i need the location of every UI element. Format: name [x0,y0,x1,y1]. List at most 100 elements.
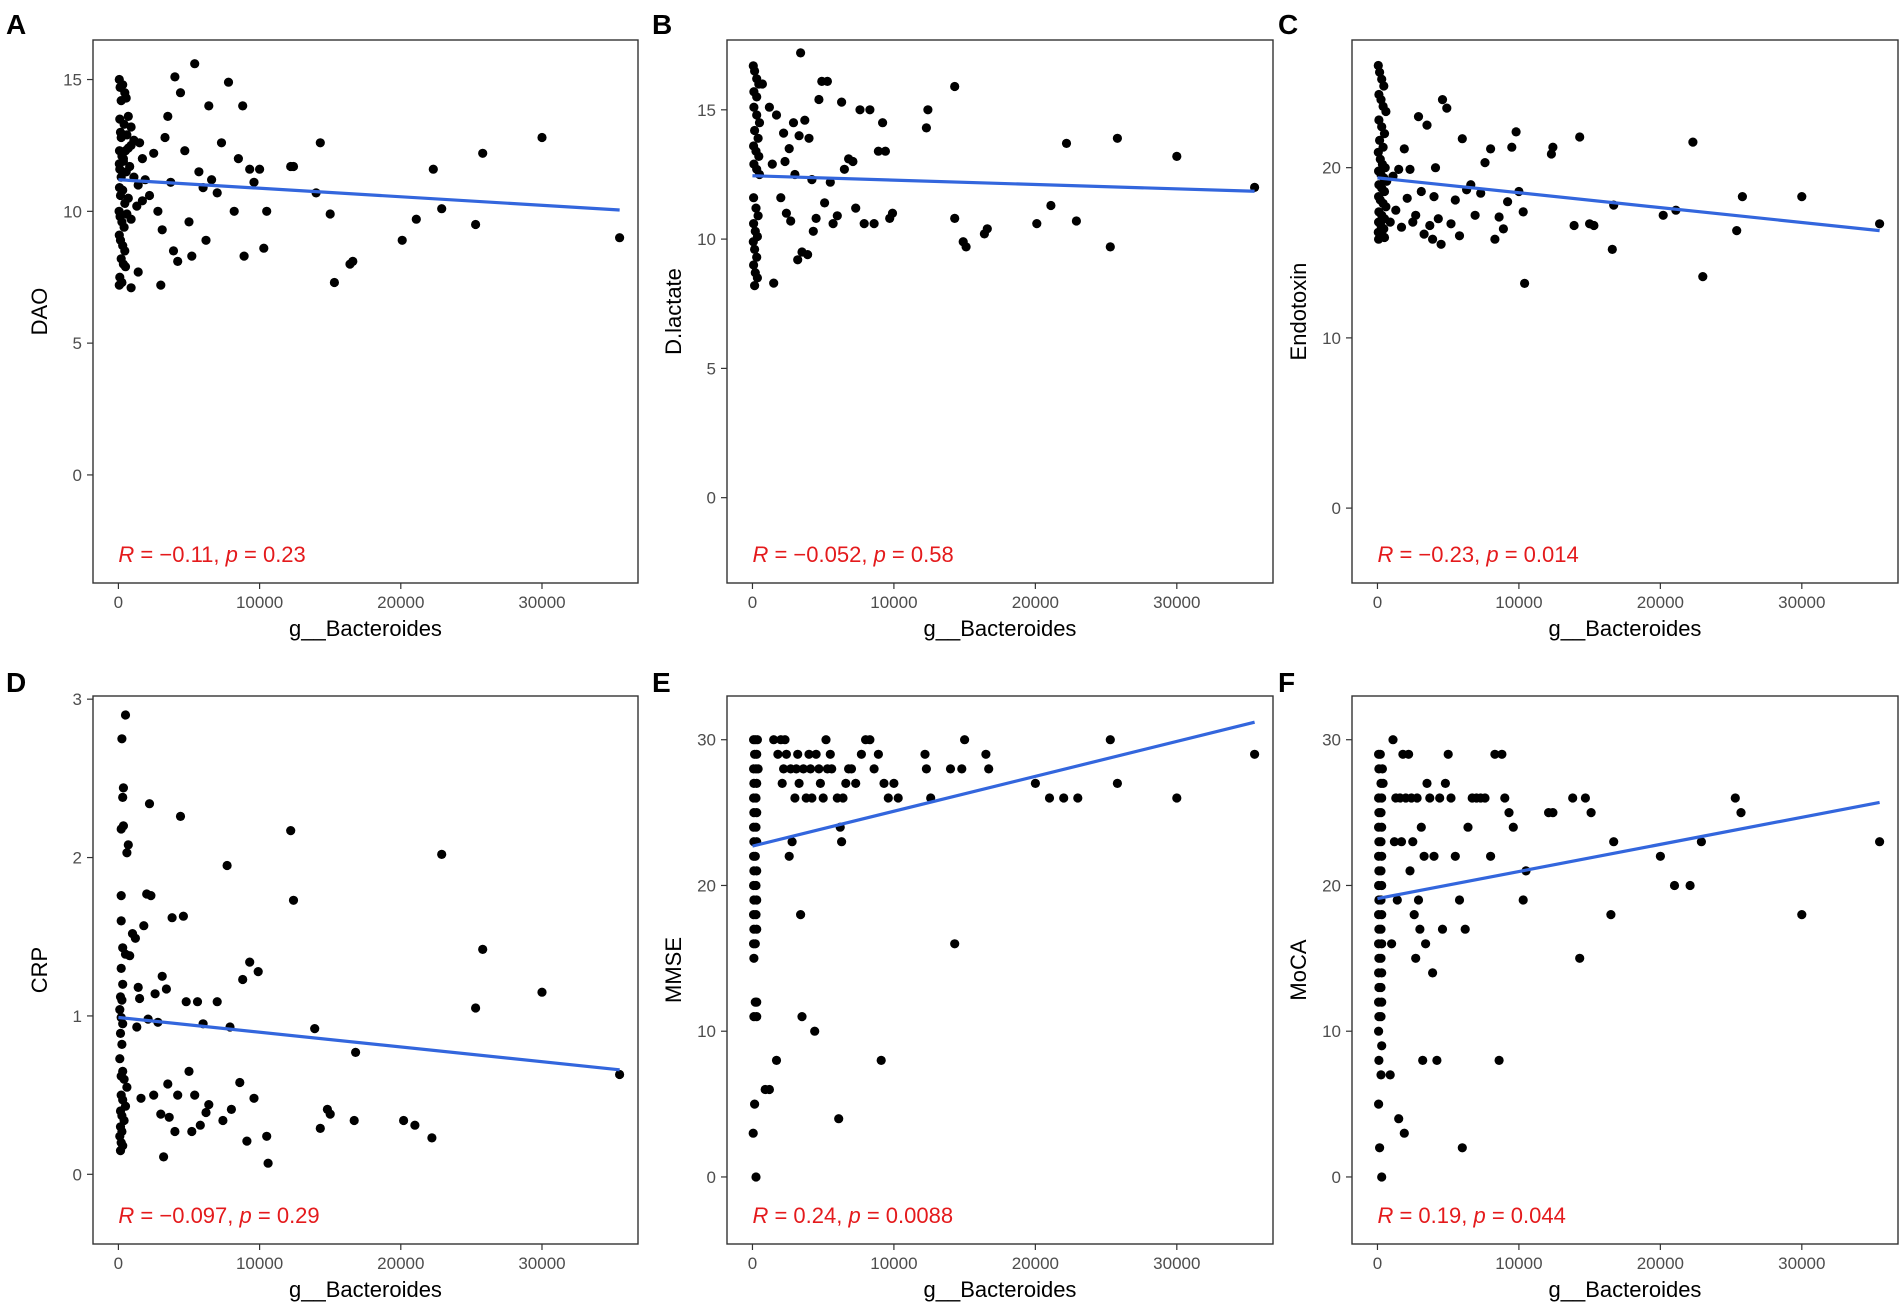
data-point [123,193,133,203]
data-point [1374,764,1384,774]
data-point [137,196,147,206]
data-point [117,1039,127,1049]
data-point [841,778,851,789]
data-point [1480,158,1490,168]
x-tick-label: 0 [114,1254,123,1273]
data-point [233,154,243,164]
panel-letter: A [6,9,26,40]
correlation-stat: R = −0.097, p = 0.29 [118,1203,319,1228]
data-point [771,1055,782,1065]
data-point [478,148,488,158]
data-point [156,280,166,290]
data-point [1446,219,1456,229]
data-point [784,144,794,154]
data-point [325,1109,335,1119]
stat-r-symbol: R [752,542,768,567]
data-point [1377,1041,1387,1051]
data-point [126,283,136,293]
data-point [1112,778,1122,789]
data-point [859,219,869,229]
data-point [118,783,128,793]
y-tick-label: 15 [63,71,82,90]
data-point [1457,1143,1467,1153]
x-axis-title: g__Bacteroides [289,616,442,641]
regression-line [118,178,620,212]
y-tick-label: 15 [697,101,716,120]
data-point [116,891,126,901]
data-point [1429,192,1439,202]
data-point [780,156,790,167]
correlation-stat: R = 0.24, p = 0.0088 [752,1203,953,1228]
data-point [1411,210,1421,220]
data-point [749,260,759,270]
data-point [144,799,155,809]
data-point [751,910,761,920]
data-point [1404,749,1414,759]
data-point [175,88,186,98]
stat-separator: , [1474,542,1486,567]
data-point [263,1158,273,1168]
y-tick-label: 30 [697,731,716,750]
stat-r-value: = −0.097 [134,1203,227,1228]
data-point [1374,1099,1384,1109]
data-point [1394,1114,1404,1124]
data-point [1377,939,1387,949]
data-point [1511,127,1521,137]
data-point [814,764,824,774]
y-axis-title: Endotoxin [1286,263,1311,361]
data-point [837,97,847,107]
data-point [750,281,760,291]
panel-c: C 0 10 20 0 10000 20000 30000 g__Bacteroides Endo… [1278,9,1899,641]
x-tick-label: 30000 [1153,1254,1200,1273]
data-point [893,793,903,803]
data-point [1669,880,1680,891]
data-point [839,164,850,174]
y-tick-label: 3 [73,690,82,709]
data-point [150,989,160,999]
x-tick-label: 10000 [1495,1254,1542,1273]
data-point [981,749,991,759]
data-point [1518,895,1528,905]
data-point [750,66,760,76]
data-point [1575,953,1585,963]
data-point [1374,1055,1384,1065]
data-point [1105,735,1115,745]
x-tick-label: 30000 [1153,593,1200,612]
data-point [777,778,787,789]
data-point [887,208,898,218]
stat-p-symbol: p [1472,1203,1485,1228]
data-point [1376,924,1386,934]
data-point [397,235,407,245]
data-point [790,793,800,803]
y-tick-label: 0 [73,1165,82,1184]
data-point [1391,205,1401,215]
data-point [120,710,131,720]
data-point [1071,216,1081,226]
data-point [834,1114,844,1124]
data-point [1377,1172,1387,1182]
stat-p-value: = 0.0088 [861,1203,953,1228]
data-point [957,764,967,774]
y-tick-label: 10 [1322,1022,1341,1041]
data-point [827,764,837,774]
data-point [873,749,884,759]
data-point [139,921,149,931]
data-point [1377,822,1387,832]
data-point [1498,224,1508,234]
plot-border [1351,695,1899,1245]
data-point [1435,793,1445,803]
data-point [187,251,197,261]
data-point [204,1100,214,1110]
data-point [1518,207,1528,217]
y-axis-title: D.lactate [661,268,686,355]
x-tick-label: 10000 [236,1254,283,1273]
y-tick-label: 0 [73,466,82,485]
data-point [773,749,783,759]
y-tick-label: 10 [1322,329,1341,348]
data-point [752,749,762,759]
data-point [804,749,814,759]
data-point [114,280,124,290]
data-point [856,749,867,759]
data-point [1425,220,1435,231]
data-point [752,110,762,120]
